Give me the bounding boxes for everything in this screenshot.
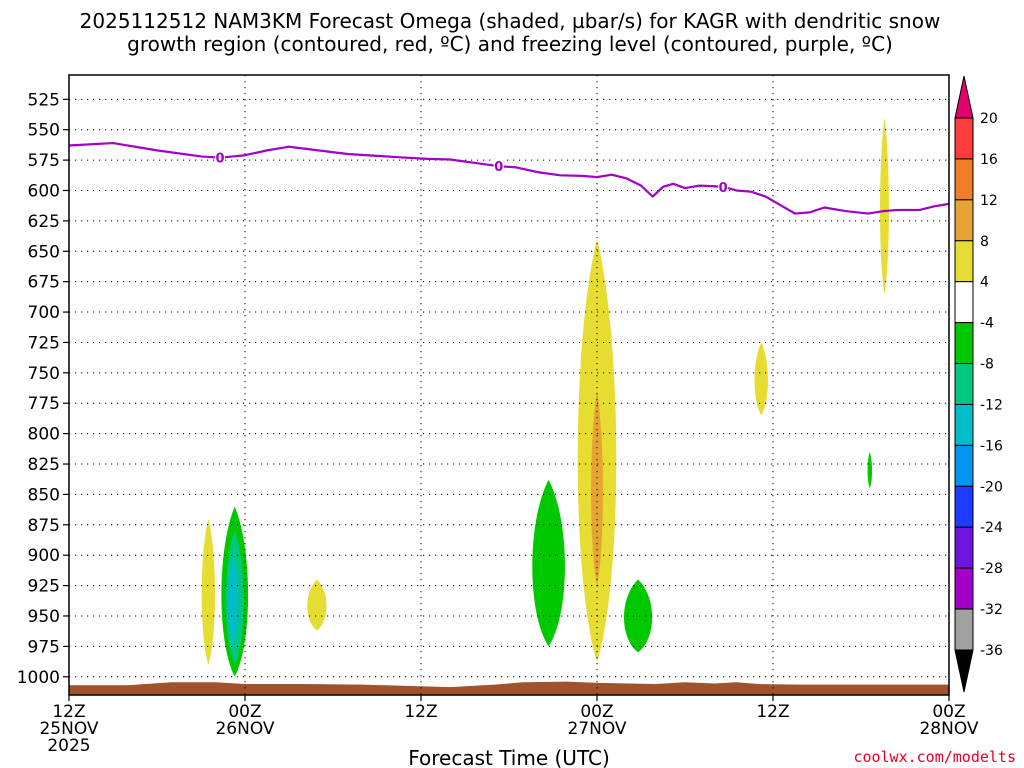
y-tick-label-650: 650 [28, 242, 60, 262]
omega-region-8 [623, 579, 653, 653]
freezing-level-label-bg-1 [493, 159, 504, 174]
freezing-level-contour: 0 0 0 [68, 141, 950, 215]
omega-region-4 [307, 579, 327, 631]
terrain-area [69, 681, 949, 695]
colorbar-bin-4 [954, 240, 974, 283]
colorbar-bin-9 [954, 444, 974, 487]
terrain-surface [69, 681, 949, 695]
x-tick-label-48-0: 12Z [756, 702, 789, 722]
x-tick-label-60-0: 00Z [932, 702, 965, 722]
y-tick-label-550: 550 [28, 121, 60, 141]
colorbar-label-4: 4 [980, 275, 989, 291]
chart-title-line-1: 2025112512 NAM3KM Forecast Omega (shaded… [80, 9, 941, 33]
y-tick-label-775: 775 [28, 394, 60, 414]
colorbar-label-8: -16 [980, 438, 1003, 454]
omega-region-7 [591, 391, 603, 586]
colorbar-bin-1 [954, 117, 974, 160]
colorbar: 20 16 12 8 4 -4 -8 -12 -16 -20 -24 -28 -32 -36 [954, 75, 1003, 693]
plot-frame [68, 74, 950, 696]
colorbar-label-13: -36 [980, 643, 1003, 659]
colorbar-bin-2 [954, 158, 974, 201]
omega-region-5 [532, 479, 565, 647]
y-tick-label-575: 575 [28, 151, 60, 171]
colorbar-bin-bottom [954, 649, 974, 693]
x-tick-label-36-1: 27NOV [567, 719, 626, 739]
colorbar-bin-8 [954, 403, 974, 446]
y-tick-label-900: 900 [28, 546, 60, 566]
y-tick-label-825: 825 [28, 455, 60, 475]
colorbar-bin-12 [954, 567, 974, 610]
freezing-level-label-1: 0 [494, 160, 503, 175]
x-tick-label-0-1: 25NOV [39, 719, 98, 739]
omega-shading [201, 117, 889, 677]
omega-region-9 [754, 342, 768, 416]
x-tick-label-60-1: 28NOV [919, 719, 978, 739]
colorbar-label-5: -4 [980, 316, 994, 332]
y-tick-label-625: 625 [28, 212, 60, 232]
omega-region-3 [228, 555, 239, 647]
grid-lines [68, 75, 950, 695]
freezing-level-label-2: 0 [719, 181, 728, 196]
y-tick-label-1000: 1000 [17, 668, 60, 688]
y-tick-label-850: 850 [28, 485, 60, 505]
y-tick-label-675: 675 [28, 273, 60, 293]
x-axis-label: Forecast Time (UTC) [408, 746, 610, 768]
colorbar-label-11: -28 [980, 561, 1003, 577]
x-tick-label-0-0: 12Z [52, 702, 85, 722]
colorbar-bin-7 [954, 363, 974, 405]
y-tick-label-975: 975 [28, 637, 60, 657]
omega-region-11 [880, 117, 889, 294]
colorbar-label-7: -12 [980, 397, 1003, 413]
colorbar-label-6: -8 [980, 357, 994, 373]
freezing-level-label-bg-0 [215, 150, 226, 165]
colorbar-label-1: 16 [980, 152, 998, 168]
colorbar-bin-10 [954, 485, 974, 528]
chart-title-line-2: growth region (contoured, red, ºC) and f… [127, 32, 893, 56]
y-tick-label-925: 925 [28, 577, 60, 597]
colorbar-bin-3 [954, 199, 974, 242]
freezing-level-label-0: 0 [216, 152, 225, 167]
freezing-level-line [68, 141, 950, 215]
x-tick-label-24-0: 12Z [404, 702, 437, 722]
freezing-level-label-bg-2 [718, 179, 729, 194]
y-tick-label-750: 750 [28, 364, 60, 384]
y-tick-label-875: 875 [28, 516, 60, 536]
y-tick-label-800: 800 [28, 425, 60, 445]
x-tick-label-36-0: 00Z [580, 702, 613, 722]
colorbar-bin-5 [954, 281, 974, 324]
y-tick-label-950: 950 [28, 607, 60, 627]
y-tick-label-700: 700 [28, 303, 60, 323]
credit-text[interactable]: coolwx.com/modelts [853, 748, 1016, 766]
x-tick-label-12-0: 00Z [228, 702, 261, 722]
x-tick-label-12-1: 26NOV [215, 719, 274, 739]
colorbar-bin-6 [954, 322, 974, 365]
x-tick-label-0-2: 2025 [47, 736, 90, 756]
colorbar-bin-13 [954, 608, 974, 651]
colorbar-label-2: 12 [980, 193, 998, 209]
omega-region-0 [201, 518, 216, 665]
colorbar-label-10: -24 [980, 520, 1003, 536]
colorbar-label-9: -20 [980, 479, 1003, 495]
colorbar-label-12: -32 [980, 602, 1003, 618]
y-tick-label-525: 525 [28, 90, 60, 110]
colorbar-bin-top [954, 75, 974, 119]
y-tick-label-725: 725 [28, 333, 60, 353]
omega-region-10 [867, 451, 873, 489]
y-tick-label-600: 600 [28, 181, 60, 201]
y-axis: 525 550 575 600 625 650 675 700 725 750 775 800 825 8… [17, 90, 69, 688]
colorbar-label-0: 20 [980, 111, 998, 127]
colorbar-bin-11 [954, 526, 974, 569]
colorbar-label-3: 8 [980, 234, 989, 250]
